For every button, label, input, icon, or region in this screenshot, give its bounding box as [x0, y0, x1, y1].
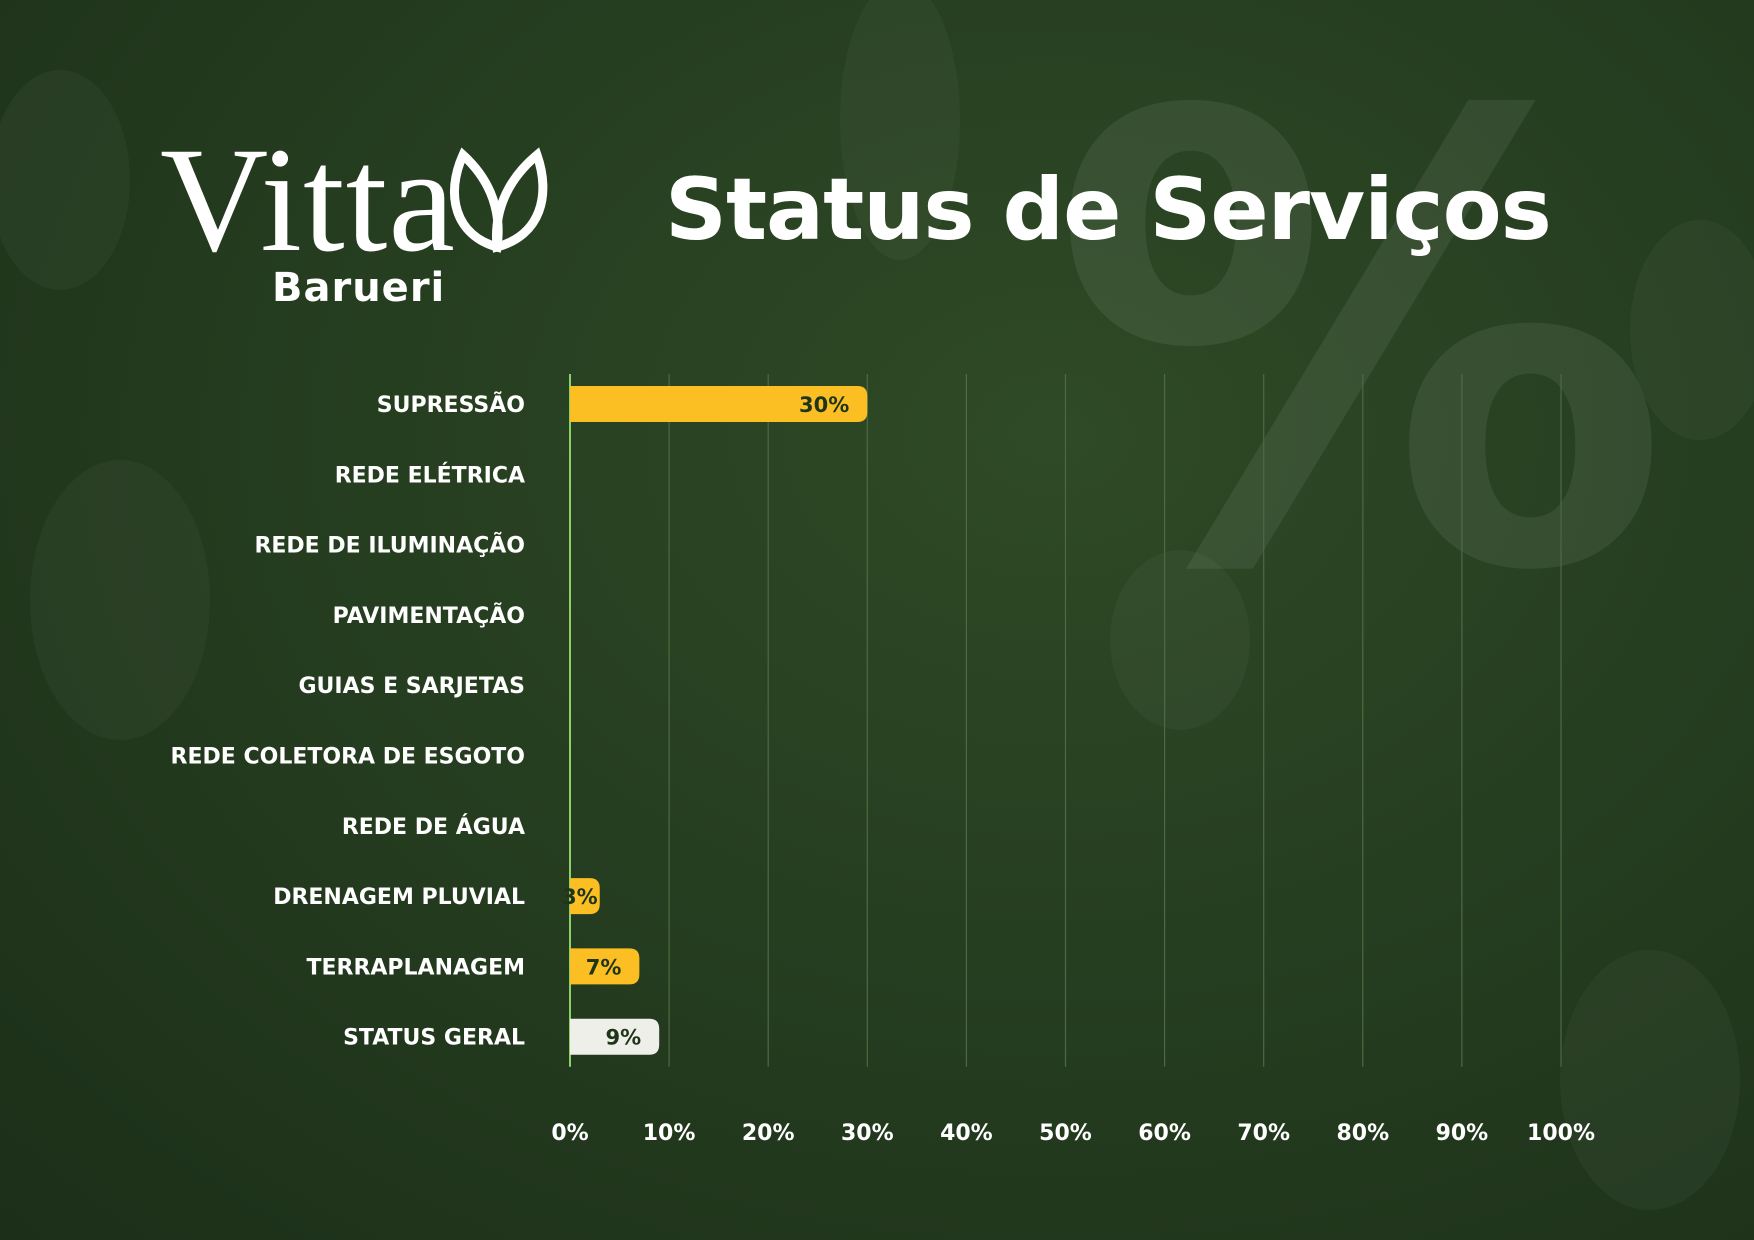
category-label: GUIAS E SARJETAS: [298, 674, 525, 699]
x-tick-labels: 0% 10% 20% 30% 40% 50% 60% 70% 80% 90% 100%: [551, 1121, 1595, 1146]
x-tick-label: 20%: [742, 1121, 795, 1146]
bar: [570, 386, 868, 422]
x-tick-label: 50%: [1039, 1121, 1092, 1146]
x-tick-label: 30%: [841, 1121, 894, 1146]
bar-value-label: 7%: [586, 955, 622, 979]
bar-group: 3%: [562, 878, 600, 915]
x-tick-label: 40%: [940, 1121, 993, 1146]
x-tick-label: 10%: [643, 1121, 696, 1146]
bar-group: 7%: [570, 948, 640, 985]
bar-group: 30%: [570, 386, 868, 422]
bar: [570, 1018, 660, 1055]
category-label: TERRAPLANAGEM: [306, 955, 525, 980]
x-tick-label: 60%: [1138, 1121, 1191, 1146]
category-label: REDE DE ÁGUA: [342, 814, 525, 840]
bar-group: 9%: [570, 1018, 660, 1055]
bar-value-label: 3%: [562, 885, 598, 909]
logo-wordmark: Vitta: [160, 117, 456, 283]
x-tick-label: 70%: [1237, 1121, 1290, 1146]
category-label: DRENAGEM PLUVIAL: [273, 885, 525, 910]
bar: [570, 878, 600, 915]
bar-value-label: 30%: [799, 393, 849, 417]
category-label: REDE DE ILUMINAÇÃO: [254, 533, 525, 559]
x-tick-label: 90%: [1436, 1121, 1489, 1146]
bar: [570, 948, 640, 985]
category-label: STATUS GERAL: [343, 1026, 525, 1051]
x-tick-label: 0%: [551, 1121, 588, 1146]
gridlines: [569, 374, 1562, 1067]
bars: 30% 3% 7% 9%: [562, 386, 868, 1055]
category-label: SUPRESSÃO: [377, 392, 525, 418]
category-label: PAVIMENTAÇÃO: [333, 603, 525, 629]
brand-logo: Vitta Barueri: [160, 125, 560, 315]
category-labels: SUPRESSÃO REDE ELÉTRICA REDE DE ILUMINAÇÃO…: [171, 392, 525, 1051]
leaf-icon: [449, 147, 548, 253]
category-label: REDE ELÉTRICA: [335, 462, 525, 488]
logo-subtitle: Barueri: [272, 265, 446, 311]
page-title: Status de Serviços: [665, 160, 1552, 260]
x-tick-label: 80%: [1336, 1121, 1389, 1146]
x-tick-label: 100%: [1527, 1121, 1595, 1146]
bar-value-label: 9%: [606, 1026, 642, 1050]
category-label: REDE COLETORA DE ESGOTO: [171, 745, 525, 770]
